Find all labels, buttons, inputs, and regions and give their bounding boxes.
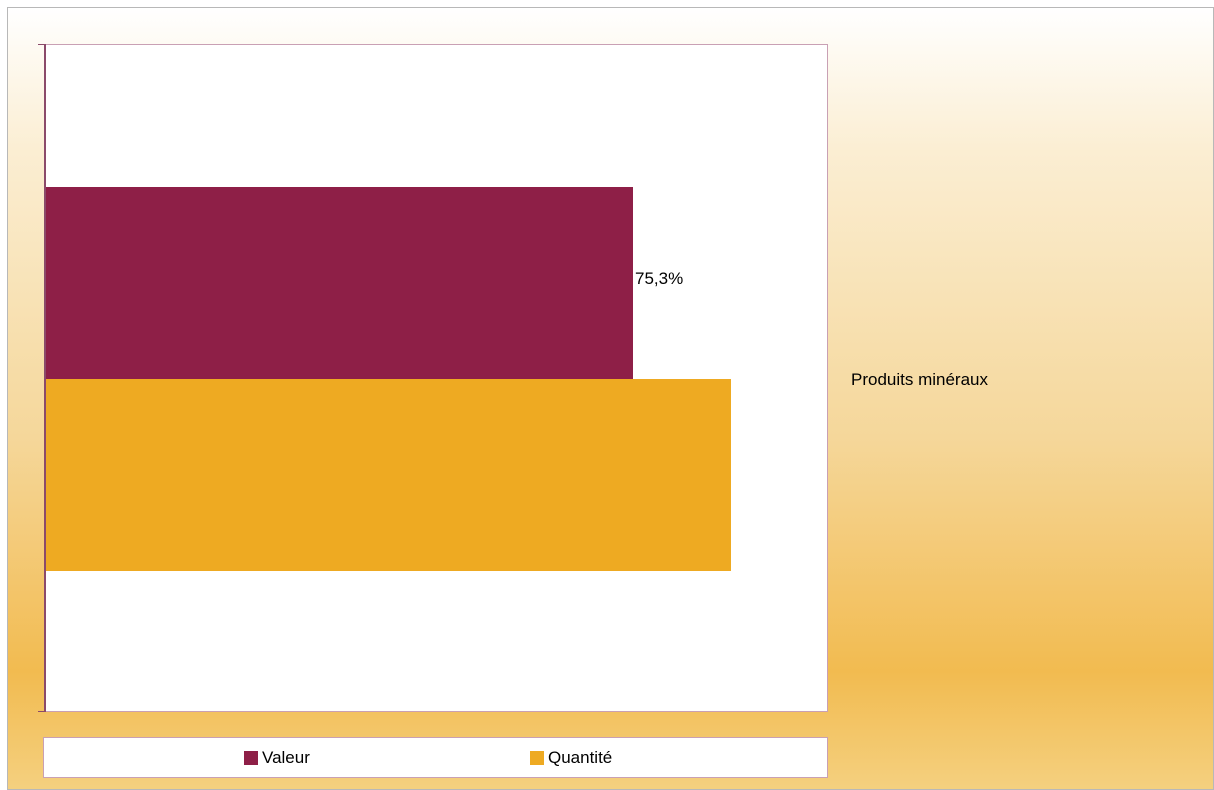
legend-item-quantite: Quantité [530,748,612,768]
category-axis-line [44,44,46,712]
data-label-valeur: 75,3% [635,269,684,288]
axis-tick-top [38,44,45,45]
axis-tick-bottom [38,711,45,712]
bar-valeur [46,187,633,379]
legend-item-valeur: Valeur [244,748,310,768]
legend-swatch-valeur [244,751,258,765]
bar-quantite [46,379,731,571]
legend-swatch-quantite [530,751,544,765]
legend-label-quantite: Quantité [548,748,613,767]
legend-label-valeur: Valeur [262,748,310,767]
category-label: Produits minéraux [851,370,989,389]
legend: Valeur Quantité [43,737,828,778]
